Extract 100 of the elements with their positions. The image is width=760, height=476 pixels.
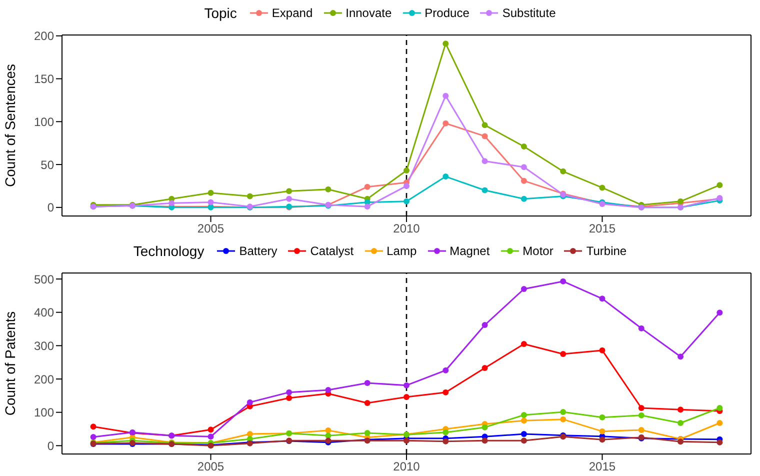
point [442, 40, 449, 47]
point [364, 204, 370, 210]
point [482, 424, 488, 430]
y-axis-title: Count of Patents [2, 311, 18, 416]
point [599, 296, 606, 302]
point [404, 382, 410, 388]
point [325, 427, 332, 434]
point [716, 439, 723, 446]
point [482, 158, 488, 164]
point [286, 389, 292, 396]
point [208, 199, 214, 206]
point [442, 389, 449, 396]
point [286, 188, 292, 194]
point [364, 380, 370, 386]
point [716, 405, 723, 411]
legend-label: Motor [522, 244, 554, 258]
point [482, 122, 488, 128]
point [716, 310, 723, 316]
legend-label: Lamp [386, 244, 417, 258]
point [560, 168, 566, 174]
point [404, 168, 410, 174]
point [638, 427, 644, 433]
legend-label: Substitute [501, 6, 556, 20]
point [442, 92, 449, 99]
point [442, 367, 449, 374]
point [638, 405, 644, 411]
point [482, 365, 488, 371]
point [638, 412, 644, 418]
point [599, 428, 606, 434]
point [520, 341, 527, 347]
legend-label: Catalyst [309, 244, 354, 258]
y-tick-label: 400 [34, 306, 54, 320]
point [90, 424, 96, 430]
point [520, 286, 527, 292]
point [482, 187, 488, 194]
point [208, 434, 214, 440]
point [678, 354, 684, 360]
legend-label: Innovate [344, 6, 392, 20]
point [716, 182, 723, 188]
point [482, 133, 488, 140]
point [404, 198, 410, 204]
point [442, 438, 449, 444]
y-tick-label: 200 [34, 372, 54, 386]
point [168, 200, 175, 206]
point [364, 400, 370, 406]
y-tick-label: 0 [47, 200, 54, 215]
point [246, 193, 253, 200]
point [520, 412, 527, 418]
point [246, 399, 253, 406]
y-tick-label: 150 [34, 72, 54, 86]
point [599, 184, 606, 191]
y-axis-title: Count of Sentences [2, 64, 18, 187]
point [638, 325, 644, 332]
point [678, 420, 684, 426]
point [442, 429, 449, 436]
y-tick-label: 100 [34, 114, 54, 129]
point [404, 438, 410, 444]
point [678, 406, 684, 413]
legend-title: Topic [204, 5, 237, 21]
point [520, 164, 527, 170]
point [560, 416, 566, 422]
legend-label: Turbine [585, 244, 627, 258]
point [520, 418, 527, 424]
y-tick-label: 500 [34, 272, 54, 286]
point [246, 431, 253, 437]
point [560, 409, 566, 415]
point [404, 182, 410, 189]
x-tick-label: 2005 [197, 460, 224, 474]
point [599, 347, 606, 354]
legend-label: Magnet [448, 244, 490, 258]
point [208, 190, 214, 196]
x-tick-label: 2005 [197, 222, 224, 236]
point [716, 420, 723, 426]
point [325, 186, 332, 192]
legend-title: Technology [133, 243, 204, 259]
x-tick-label: 2010 [393, 222, 420, 236]
point [678, 438, 684, 445]
point [482, 438, 488, 444]
point [364, 430, 370, 436]
x-tick-label: 2015 [588, 222, 616, 236]
point [599, 414, 606, 420]
legend-label: Battery [238, 244, 278, 258]
point [442, 120, 449, 126]
point [520, 196, 527, 202]
legend-label: Produce [424, 6, 470, 20]
point [560, 278, 566, 284]
x-tick-label: 2010 [393, 460, 420, 474]
y-tick-label: 300 [34, 338, 54, 353]
point [208, 426, 214, 433]
point [520, 438, 527, 444]
point [404, 394, 410, 400]
point [286, 395, 292, 401]
point [520, 178, 527, 184]
point [325, 387, 332, 393]
y-tick-label: 0 [47, 438, 54, 453]
y-tick-label: 100 [34, 406, 54, 420]
y-tick-label: 50 [40, 158, 54, 172]
legend-label: Expand [270, 6, 313, 20]
x-tick-label: 2015 [588, 460, 616, 474]
point [90, 434, 96, 440]
